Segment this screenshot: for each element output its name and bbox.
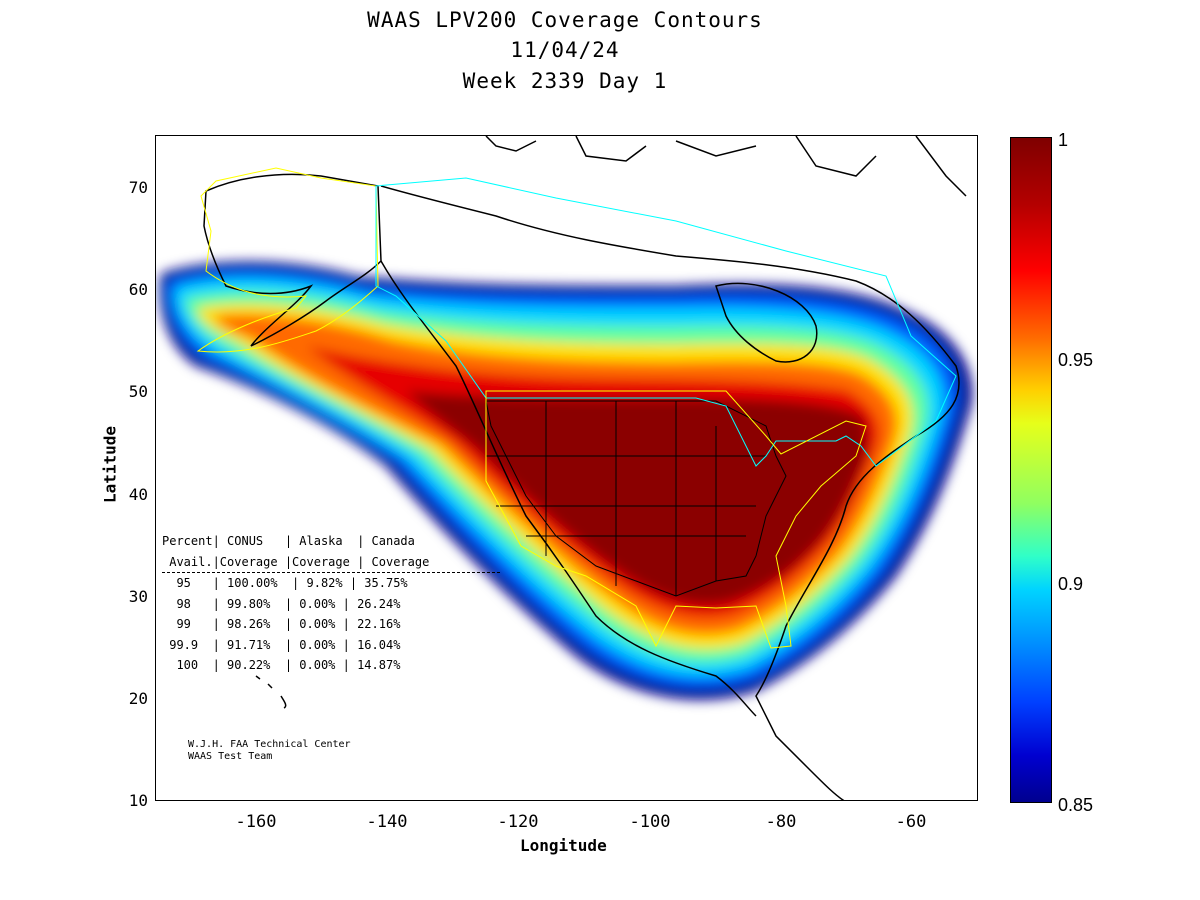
- north-america-coast: [380, 185, 960, 800]
- map-title: WAAS LPV200 Coverage Contours: [367, 8, 763, 32]
- stats-divider: [162, 572, 500, 573]
- stats-header-row-2: Avail.|Coverage |Coverage | Coverage: [162, 554, 430, 569]
- map-week-day: Week 2339 Day 1: [462, 69, 668, 93]
- y-tick-label: 30: [128, 587, 148, 606]
- coastlines: [203, 136, 967, 800]
- conus-boundary: [485, 390, 867, 649]
- x-tick-label: -100: [629, 812, 671, 832]
- stats-header-row-1: Percent| CONUS | Alaska | Canada: [162, 534, 415, 548]
- y-tick-label: 40: [128, 485, 148, 504]
- region-boundaries: [196, 167, 957, 649]
- y-tick-label: 60: [128, 280, 148, 299]
- stats-row: 99 | 98.26% | 0.00% | 22.16%: [162, 617, 401, 631]
- alaska-coast: [203, 173, 382, 347]
- colorbar: [1010, 137, 1052, 803]
- us-state-borders: [485, 400, 787, 597]
- coverage-map: [159, 136, 973, 800]
- stats-row: 98 | 99.80% | 0.00% | 26.24%: [162, 596, 401, 611]
- x-tick-label: -140: [366, 812, 408, 832]
- coverage-stats-table: Percent| CONUS | Alaska | Canada Avail.|…: [162, 531, 500, 676]
- hudson-bay: [715, 282, 818, 363]
- colorbar-tick-label: 0.9: [1058, 574, 1084, 594]
- credit-block: W.J.H. FAA Technical Center WAAS Test Te…: [188, 739, 351, 763]
- stats-row: 100 | 90.22% | 0.00% | 14.87%: [162, 658, 401, 672]
- map-date: 11/04/24: [510, 38, 620, 62]
- hawaii: [255, 675, 287, 709]
- colorbar-tick-label: 1: [1058, 130, 1069, 150]
- y-tick-label: 20: [128, 689, 148, 708]
- y-tick-label: 10: [128, 791, 148, 810]
- map-plot-area: [155, 135, 978, 801]
- stats-row: 95 | 100.00% | 9.82% | 35.75%: [162, 576, 408, 590]
- canada-boundary: [375, 177, 957, 467]
- x-tick-label: -80: [765, 812, 797, 832]
- contour-100: [406, 391, 868, 605]
- x-tick-label: -60: [895, 812, 927, 832]
- x-tick-label: -160: [235, 812, 277, 832]
- y-tick-label: 70: [128, 178, 148, 197]
- credit-line: W.J.H. FAA Technical Center: [188, 739, 351, 750]
- arctic-islands: [485, 136, 967, 197]
- stats-row: 99.9 | 91.71% | 0.00% | 16.04%: [162, 637, 401, 652]
- coverage-contours: [159, 261, 973, 700]
- colorbar-tick-label: 0.85: [1058, 795, 1094, 815]
- x-tick-label: -120: [497, 812, 539, 832]
- credit-line: WAAS Test Team: [188, 751, 273, 762]
- alaska-boundary: [196, 167, 379, 353]
- colorbar-tick-label: 0.95: [1058, 350, 1094, 370]
- y-tick-label: 50: [128, 382, 148, 401]
- y-axis-label: Latitude: [100, 425, 120, 504]
- x-axis-label: Longitude: [520, 836, 607, 855]
